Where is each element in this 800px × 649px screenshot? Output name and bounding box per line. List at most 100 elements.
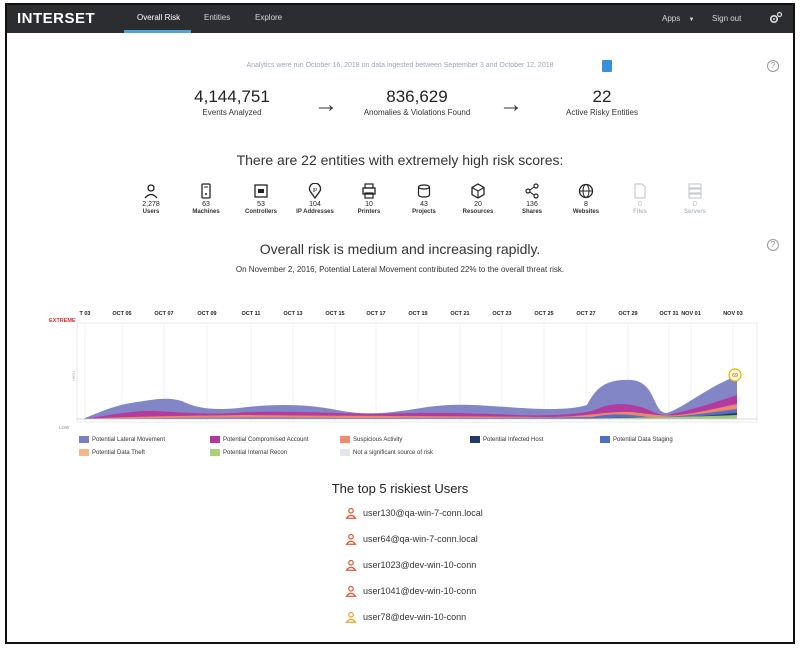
machine-icon bbox=[201, 183, 211, 199]
x-tick-label: OCT 19 bbox=[408, 311, 427, 317]
legend-swatch bbox=[600, 436, 610, 443]
resource-icon bbox=[471, 183, 485, 199]
risky-user-name[interactable]: user1041@dev-win-10-conn bbox=[363, 586, 477, 596]
user-icon bbox=[345, 507, 357, 519]
legend-swatch bbox=[210, 436, 220, 443]
entity-name: Printers bbox=[357, 209, 381, 215]
legend-swatch bbox=[340, 436, 350, 443]
project-icon bbox=[417, 184, 431, 198]
entity-count: 2,278 bbox=[142, 201, 160, 208]
y-label-low: LOW bbox=[59, 425, 70, 430]
controller-icon bbox=[254, 184, 268, 198]
risky-user-name[interactable]: user64@qa-win-7-conn.local bbox=[363, 534, 478, 544]
entity-name: Controllers bbox=[244, 209, 277, 215]
overall-risk-chart[interactable]: T 03 OCT 05 OCT 07 OCT 09 OCT 11 OCT 13 OCT 15… bbox=[47, 301, 759, 431]
legend-label: Suspicious Activity bbox=[353, 436, 403, 443]
legend-item[interactable]: Potential Data Staging bbox=[600, 436, 673, 443]
entity-name: Machines bbox=[192, 209, 220, 215]
apps-menu[interactable]: Apps ▼ bbox=[662, 14, 694, 23]
x-tick-label: NOV 03 bbox=[723, 311, 743, 317]
entity-type-websites[interactable]: 8 Websites bbox=[564, 183, 608, 215]
entity-count: 8 bbox=[584, 201, 588, 208]
entity-type-controllers[interactable]: 53 Controllers bbox=[239, 183, 283, 215]
legend-item[interactable]: Potential Lateral Movement bbox=[79, 436, 165, 443]
ip-icon: IP bbox=[308, 183, 322, 199]
legend-label: Not a significant source of risk bbox=[353, 449, 434, 456]
risky-user-row[interactable]: user1041@dev-win-10-conn bbox=[345, 585, 476, 597]
entity-count: 104 bbox=[309, 201, 321, 208]
risky-user-name[interactable]: user130@qa-win-7-conn.local bbox=[363, 508, 483, 518]
tab-entities[interactable]: Entities bbox=[204, 13, 231, 22]
x-tick-label: OCT 21 bbox=[450, 311, 469, 317]
x-tick-label: OCT 15 bbox=[325, 311, 344, 317]
help-icon[interactable]: ? bbox=[767, 60, 779, 72]
user-icon bbox=[345, 611, 357, 623]
legend-item[interactable]: Potential Internal Recon bbox=[210, 449, 287, 456]
help-icon[interactable]: ? bbox=[767, 239, 779, 251]
risk-area-series bbox=[83, 404, 737, 419]
entity-type-resources[interactable]: 20 Resources bbox=[456, 183, 500, 215]
legend-item[interactable]: Not a significant source of risk bbox=[340, 449, 433, 456]
risky-user-row[interactable]: user130@qa-win-7-conn.local bbox=[345, 507, 483, 519]
risky-user-name[interactable]: user1023@dev-win-10-conn bbox=[363, 560, 477, 570]
stat-label: Anomalies & Violations Found bbox=[363, 108, 471, 117]
y-label-extreme: EXTREME bbox=[49, 318, 76, 324]
entity-type-users[interactable]: 2,278 Users bbox=[129, 183, 173, 215]
legend-swatch bbox=[470, 436, 480, 443]
logo: INTERSET bbox=[17, 10, 96, 27]
risky-user-row[interactable]: user78@dev-win-10-conn bbox=[345, 611, 466, 623]
legend-label: Potential Data Theft bbox=[92, 449, 145, 456]
analytics-run-info: Analytics were run October 16, 2018 on d… bbox=[246, 62, 554, 69]
risk-headline: Overall risk is medium and increasing ra… bbox=[259, 241, 541, 257]
entity-type-files[interactable]: 0 Files bbox=[618, 183, 662, 215]
legend-swatch bbox=[340, 449, 350, 456]
legend-item[interactable]: Suspicious Activity bbox=[340, 436, 402, 443]
risky-user-name[interactable]: user78@dev-win-10-conn bbox=[363, 612, 467, 622]
entity-type-ip-addresses[interactable]: IP 104 IP Addresses bbox=[293, 183, 337, 215]
entity-type-projects[interactable]: 43 Projects bbox=[402, 183, 446, 215]
risky-user-row[interactable]: user1023@dev-win-10-conn bbox=[345, 559, 476, 571]
signout-link[interactable]: Sign out bbox=[712, 14, 742, 23]
x-tick-label: OCT 13 bbox=[283, 311, 302, 317]
tab-explore[interactable]: Explore bbox=[255, 13, 283, 22]
legend-swatch bbox=[210, 449, 220, 456]
user-icon bbox=[345, 585, 357, 597]
stat-label: Active Risky Entities bbox=[565, 108, 639, 117]
globe-icon bbox=[578, 183, 594, 199]
x-tick-label: OCT 25 bbox=[534, 311, 553, 317]
legend-label: Potential Compromised Account bbox=[223, 436, 309, 443]
app-window: INTERSET Overall Risk Entities Explore A… bbox=[5, 3, 795, 644]
top5-title: The top 5 riskiest Users bbox=[331, 481, 469, 496]
legend-label: Potential Infected Host bbox=[483, 436, 544, 443]
x-tick-label: T 03 bbox=[79, 311, 90, 317]
x-tick-label: OCT 11 bbox=[242, 311, 261, 317]
current-score-marker bbox=[728, 368, 742, 382]
user-icon bbox=[345, 559, 357, 571]
gear-icon[interactable] bbox=[769, 11, 783, 25]
server-icon bbox=[688, 183, 702, 199]
stat-value: 4,144,751 bbox=[194, 87, 270, 106]
stat-label: Events Analyzed bbox=[202, 108, 262, 117]
risk-area-series bbox=[587, 415, 737, 419]
legend-item[interactable]: Potential Infected Host bbox=[470, 436, 543, 443]
current-score-label: 69 bbox=[732, 373, 738, 379]
svg-text:IP: IP bbox=[313, 188, 318, 194]
legend-item[interactable]: Potential Compromised Account bbox=[210, 436, 308, 443]
tab-overall-risk[interactable]: Overall Risk bbox=[137, 13, 181, 22]
entity-type-shares[interactable]: 136 Shares bbox=[510, 183, 554, 215]
entity-type-machines[interactable]: 63 Machines bbox=[184, 183, 228, 215]
entity-type-servers[interactable]: 0 Servers bbox=[673, 183, 717, 215]
entity-type-printers[interactable]: 10 Printers bbox=[347, 183, 391, 215]
stat-value: 836,629 bbox=[386, 87, 448, 106]
printer-icon bbox=[362, 183, 376, 199]
entity-name: Websites bbox=[572, 209, 600, 215]
risk-area-series bbox=[83, 376, 737, 419]
entity-count: 0 bbox=[693, 201, 697, 208]
legend-item[interactable]: Potential Data Theft bbox=[79, 449, 145, 456]
arrow-right-icon: → bbox=[314, 91, 338, 118]
pdf-export-icon[interactable] bbox=[602, 60, 612, 72]
risky-user-row[interactable]: user64@qa-win-7-conn.local bbox=[345, 533, 478, 545]
entity-count: 63 bbox=[202, 201, 210, 208]
file-icon bbox=[634, 183, 646, 199]
entity-name: Projects bbox=[412, 209, 436, 215]
